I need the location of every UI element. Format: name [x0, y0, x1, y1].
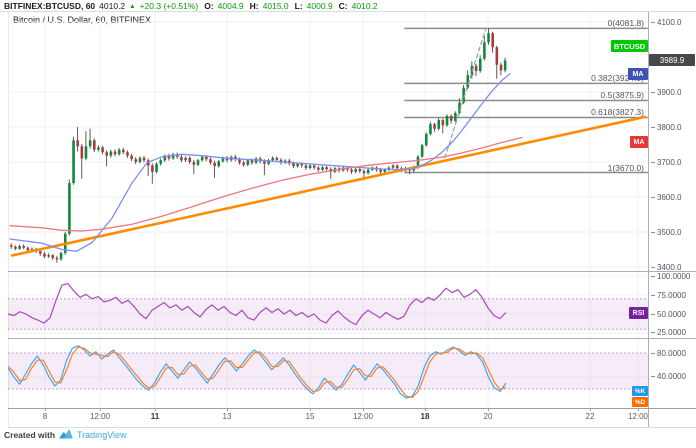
- time-tick-label: 12:00: [89, 412, 111, 421]
- axis-value-label: 3500.0: [651, 227, 681, 237]
- time-tick-label: 20: [483, 412, 493, 421]
- close-value: 4010.2: [351, 1, 378, 11]
- axis-tick-mark: [651, 294, 655, 296]
- time-tick-mark: [363, 408, 364, 411]
- axis-tick-mark: [651, 196, 655, 198]
- time-tick-mark: [488, 408, 489, 411]
- axis-tick-mark: [651, 376, 655, 378]
- axis-value-label: 3700.0: [651, 157, 681, 167]
- symbol-tag: BTCUSD: [611, 40, 648, 52]
- rsi-pane-canvas[interactable]: [8, 272, 648, 338]
- dashed-projection[interactable]: [444, 27, 487, 159]
- time-tick-mark: [155, 408, 156, 411]
- legend-header: BITFINEX:BTCUSD, 60 4010.2 ▲ +20.3 (+0.5…: [4, 1, 378, 11]
- high-label: H:: [249, 1, 259, 11]
- last-price-tag: 3989.9: [649, 54, 695, 66]
- stoch-k-tag: %K: [632, 386, 648, 396]
- price-axis-border: [648, 12, 649, 427]
- time-tick-mark: [45, 408, 46, 411]
- time-tick-label: 12:00: [352, 412, 374, 421]
- symbol-title: BITFINEX:BTCUSD, 60: [4, 1, 96, 11]
- time-tick-label: 13: [222, 412, 232, 421]
- time-tick-mark: [638, 408, 639, 411]
- axis-value-label: 3900.0: [651, 87, 681, 97]
- price-pane-canvas[interactable]: [8, 12, 648, 271]
- change-up-arrow-icon: ▲: [129, 2, 136, 10]
- time-axis-border: [8, 408, 696, 409]
- last-price: 4010.2: [99, 1, 126, 11]
- axis-value-label: 50.0000: [651, 309, 686, 319]
- open-label: O:: [204, 1, 214, 11]
- axis-tick-mark: [651, 275, 655, 277]
- axis-value-label: 3600.0: [651, 192, 681, 202]
- axis-value-label: 80.0000: [651, 348, 686, 358]
- stoch-d-tag: %D: [632, 397, 648, 407]
- axis-tick-mark: [651, 91, 655, 93]
- ma-blue[interactable]: [9, 73, 511, 252]
- time-tick-label: 22: [585, 412, 595, 421]
- time-tick-mark: [100, 408, 101, 411]
- fib-level-label: 0(4081.8): [607, 18, 644, 29]
- axis-value-label: 3400.0: [651, 262, 681, 272]
- pane-separator-rsi-stoch[interactable]: [8, 338, 696, 339]
- time-tick-label: 11: [150, 412, 160, 421]
- tradingview-logo-icon: [59, 429, 73, 439]
- ma-red-tag: MA: [630, 136, 648, 148]
- pane-separator-price-rsi[interactable]: [8, 271, 696, 272]
- axis-tick-mark: [651, 352, 655, 354]
- axis-value-label: 75.0000: [651, 290, 686, 300]
- axis-tick-mark: [651, 313, 655, 315]
- time-tick-label: 15: [305, 412, 315, 421]
- widget-bottom-border: [8, 427, 696, 428]
- stoch-pane-canvas[interactable]: [8, 340, 648, 408]
- created-with-label: Created with: [4, 429, 56, 440]
- orange-trendline[interactable]: [10, 115, 647, 257]
- low-value: 4000.9: [306, 1, 333, 11]
- time-tick-mark: [310, 408, 311, 411]
- header-divider: [0, 11, 696, 12]
- attribution-footer: Created with TradingView: [4, 429, 127, 440]
- rsi-line: [8, 283, 507, 326]
- low-label: L:: [294, 1, 303, 11]
- fib-level-label: 0.5(3875.9): [600, 90, 644, 101]
- chart-left-border: [8, 12, 9, 427]
- time-tick-label: 12:00: [627, 412, 649, 421]
- fib-level-label: 0.382(3924.5): [591, 73, 644, 84]
- time-axis[interactable]: 8 12:00 11 13 15 12:00 18 20 22 12:00: [8, 408, 648, 427]
- axis-tick-mark: [651, 161, 655, 163]
- time-tick-mark: [425, 408, 426, 411]
- time-tick-label: 8: [42, 412, 48, 421]
- axis-tick-mark: [651, 266, 655, 268]
- time-tick-mark: [227, 408, 228, 411]
- axis-value-label: 3800.0: [651, 122, 681, 132]
- axis-value-label: 25.0000: [651, 328, 686, 338]
- axis-value-label: 4100.0: [651, 17, 681, 27]
- rsi-tag: RSI: [629, 307, 648, 319]
- ma-red[interactable]: [9, 136, 523, 232]
- fib-level-label: 0.618(3827.3): [591, 107, 644, 118]
- axis-value-label: 100.0000: [651, 271, 690, 281]
- price-change: +20.3 (+0.51%): [139, 1, 199, 11]
- axis-tick-mark: [651, 231, 655, 233]
- pane-title: Bitcoin / U.S. Dollar, 60, BITFINEX: [13, 15, 152, 25]
- close-label: C:: [338, 1, 348, 11]
- tradingview-brand-link[interactable]: TradingView: [77, 429, 127, 440]
- high-value: 4015.0: [262, 1, 289, 11]
- price-axis[interactable]: 4100.0 3900.0 3800.0 3700.0 3600.0 3500.0 3400…: [648, 12, 696, 427]
- axis-tick-mark: [651, 21, 655, 23]
- fib-level-label: 1(3670.0): [607, 162, 644, 173]
- time-tick-mark: [590, 408, 591, 411]
- open-value: 4004.9: [217, 1, 244, 11]
- axis-value-label: 40.0000: [651, 372, 686, 382]
- ma-blue-tag: MA: [628, 68, 648, 80]
- axis-tick-mark: [651, 332, 655, 334]
- stoch-d-line: [8, 346, 507, 399]
- axis-tick-mark: [651, 126, 655, 128]
- time-tick-label: 18: [420, 412, 430, 421]
